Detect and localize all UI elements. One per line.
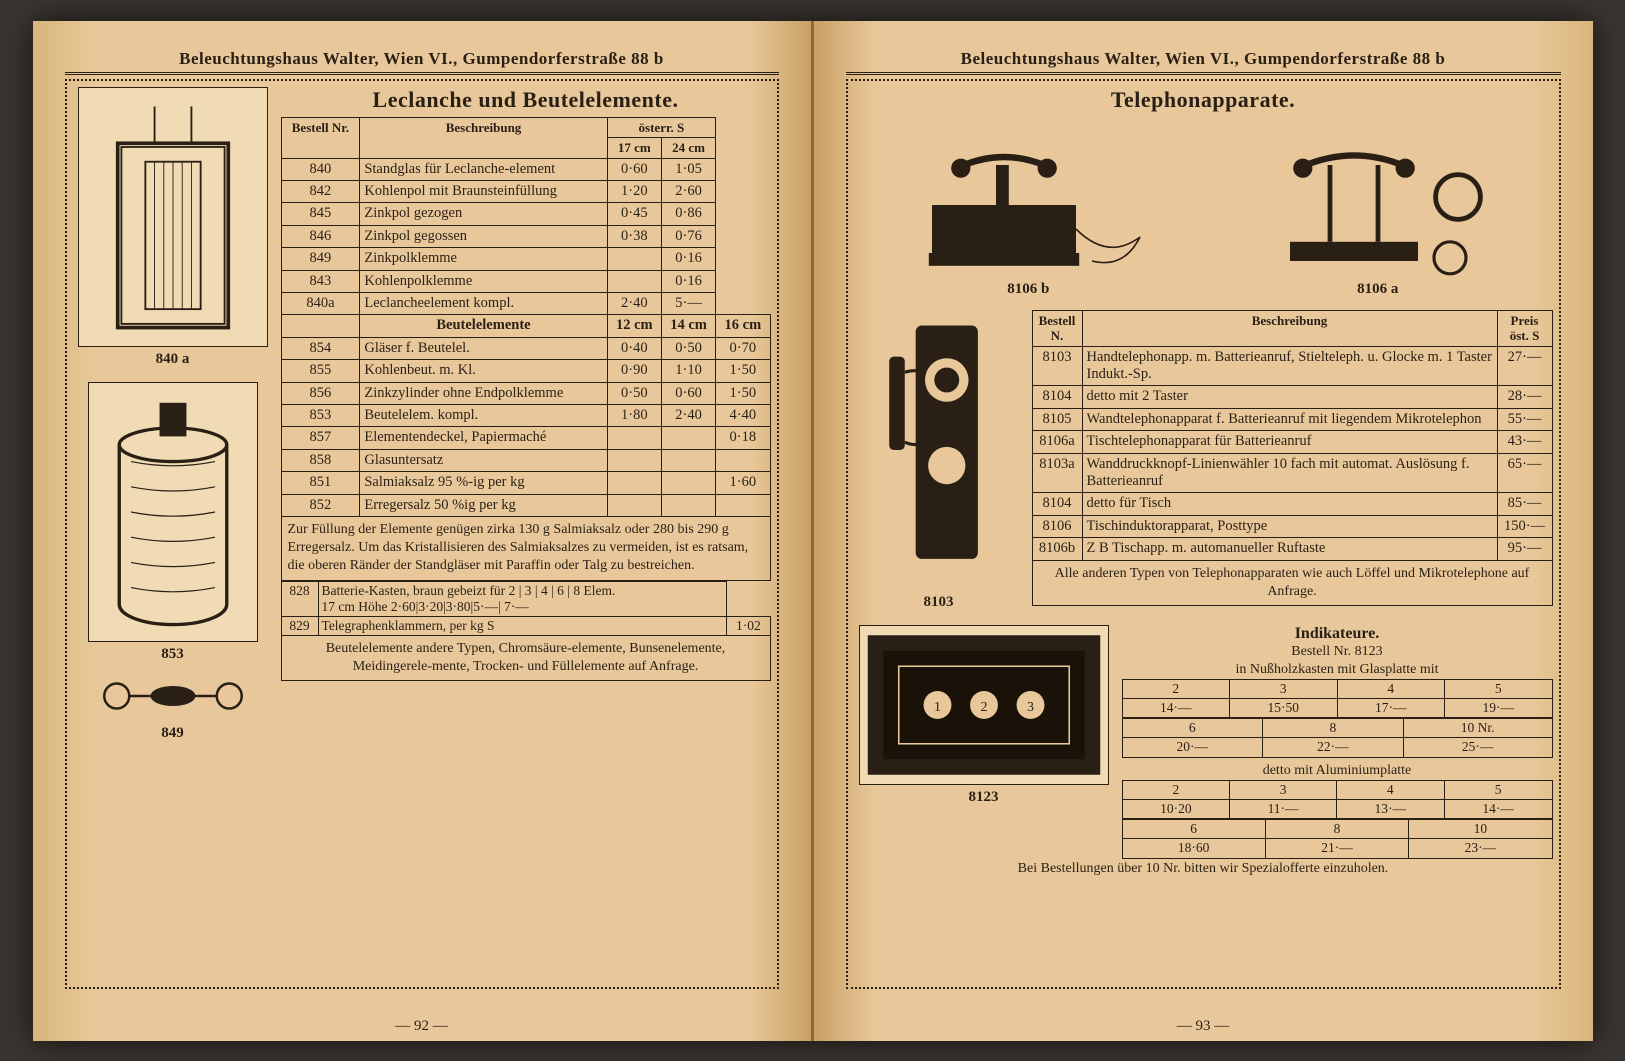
illustration-leclanche-jar — [78, 87, 268, 347]
caption-853: 853 — [161, 646, 184, 663]
th-price-r: Preis öst. S — [1497, 310, 1552, 346]
table-telephones: Bestell N. Beschreibung Preis öst. S 810… — [1032, 310, 1553, 561]
table-row: 8104detto für Tisch85·— — [1032, 493, 1552, 515]
table-row: 857Elementendeckel, Papiermaché0·18 — [281, 427, 770, 449]
left-title: Leclanche und Beutelelemente. — [281, 87, 771, 113]
catalog-spread: Beleuchtungshaus Walter, Wien VI., Gumpe… — [33, 21, 1593, 1041]
right-frame: Telephonapparate. 8106 b 8106 a — [846, 79, 1561, 989]
right-title: Telephonapparate. — [854, 87, 1553, 113]
table-row: 8106Tischinduktorapparat, Posttype150·— — [1032, 515, 1552, 537]
sub-12: 12 cm — [607, 315, 661, 337]
left-frame: 840 a 853 849 Leclanche und Beutelelemen… — [65, 79, 779, 989]
table-row: 858Glasuntersatz — [281, 449, 770, 471]
nr-829: 829 — [281, 616, 318, 635]
svg-text:2: 2 — [980, 700, 987, 715]
bottom-note-left: Beutelelemente andere Typen, Chromsäure-… — [281, 636, 771, 681]
table-row: 8105Wandtelephonapparat f. Batterieanruf… — [1032, 408, 1552, 430]
table-indik-b: 6810 Nr.20·—22·—25·— — [1122, 718, 1553, 757]
ind-sub1: Bestell Nr. 8123 — [1122, 643, 1553, 661]
nr-828: 828 — [281, 581, 318, 616]
th-nr: Bestell Nr. — [281, 117, 360, 158]
th-desc: Beschreibung — [360, 117, 607, 158]
table-row: 849Zinkpolklemme0·16 — [281, 248, 770, 270]
table-row: 840Standglas für Leclanche-element0·601·… — [281, 158, 770, 180]
table-leclanche: Bestell Nr. Beschreibung österr. S 17 cm… — [281, 117, 771, 517]
table-row: 840aLeclancheelement kompl.2·405·— — [281, 293, 770, 315]
cap-8103: 8103 — [924, 594, 954, 611]
th-24: 24 cm — [661, 138, 715, 159]
desc-828: Batterie-Kasten, braun gebeizt für 2 | 3… — [318, 581, 727, 616]
table-indik-d: 681018·6021·—23·— — [1122, 819, 1553, 858]
table-row: 8103aWanddruckknopf-Linienwähler 10 fach… — [1032, 453, 1552, 493]
caption-849: 849 — [161, 725, 184, 742]
cap-8106a: 8106 a — [1238, 281, 1518, 298]
table-row: 8104detto mit 2 Taster28·— — [1032, 386, 1552, 408]
table-row: 853Beutelelem. kompl.1·802·404·40 — [281, 404, 770, 426]
illustration-desk-phone-a — [1238, 117, 1518, 277]
table-row: 845Zinkpol gezogen0·450·86 — [281, 203, 770, 225]
page-no-right: — 93 — — [814, 1018, 1593, 1035]
price-829: 1·02 — [727, 616, 770, 635]
page-right: Beleuchtungshaus Walter, Wien VI., Gumpe… — [813, 21, 1593, 1041]
th-17: 17 cm — [607, 138, 661, 159]
svg-text:1: 1 — [934, 700, 941, 715]
table-row: 846Zinkpol gegossen0·380·76 — [281, 225, 770, 247]
table-row: 854Gläser f. Beutelel.0·400·500·70 — [281, 337, 770, 359]
table-row: 856Zinkzylinder ohne Endpolklemme0·500·6… — [281, 382, 770, 404]
table-indik-a: 234514·—15·5017·—19·— — [1122, 679, 1553, 718]
page-no-left: — 92 — — [33, 1018, 811, 1035]
tel-note: Alle anderen Typen von Telephonapparaten… — [1032, 561, 1553, 606]
sub-14: 14 cm — [661, 315, 715, 337]
ind-sub2: in Nußholzkasten mit Glasplatte mit — [1122, 661, 1553, 679]
illustration-clamp — [98, 671, 248, 721]
ind-alu: detto mit Aluminiumplatte — [1122, 762, 1553, 780]
bottom-note-right: Bei Bestellungen über 10 Nr. bitten wir … — [854, 861, 1553, 877]
cap-8123: 8123 — [969, 789, 999, 806]
table-row: 8106bZ B Tischapp. m. automanueller Ruft… — [1032, 538, 1552, 560]
fill-note: Zur Füllung der Elemente genügen zirka 1… — [281, 517, 771, 581]
table-battery-box: 828 Batterie-Kasten, braun gebeizt für 2… — [281, 581, 771, 637]
th-desc-r: Beschreibung — [1082, 310, 1497, 346]
table-indik-c: 234510·2011·—13·—14·— — [1122, 780, 1553, 819]
illustration-indicator: 1 2 3 — [859, 625, 1109, 785]
table-row: 842Kohlenpol mit Braunsteinfüllung1·202·… — [281, 181, 770, 203]
desc-829: Telegraphenklammern, per kg S — [318, 616, 727, 635]
cap-8106b: 8106 b — [888, 281, 1168, 298]
header-left: Beleuchtungshaus Walter, Wien VI., Gumpe… — [65, 49, 779, 75]
table-row: 855Kohlenbeut. m. Kl.0·901·101·50 — [281, 360, 770, 382]
illustration-desk-phone-b — [888, 117, 1168, 277]
caption-840a: 840 a — [156, 351, 190, 368]
sub-beutel: Beutelelemente — [360, 315, 607, 337]
th-unit: österr. S — [607, 117, 716, 138]
illustration-wall-phone — [874, 310, 1004, 590]
page-left: Beleuchtungshaus Walter, Wien VI., Gumpe… — [33, 21, 813, 1041]
sub-16: 16 cm — [716, 315, 770, 337]
table-row: 843Kohlenpolklemme0·16 — [281, 270, 770, 292]
table-row: 852Erregersalz 50 %ig per kg — [281, 494, 770, 516]
svg-text:3: 3 — [1027, 700, 1034, 715]
table-row: 851Salmiaksalz 95 %-ig per kg1·60 — [281, 472, 770, 494]
ind-title: Indikateure. — [1122, 625, 1553, 643]
table-row: 8103Handtelephonapp. m. Batterieanruf, S… — [1032, 346, 1552, 386]
illustration-beutel-element — [88, 382, 258, 642]
table-row: 8106aTischtelephonapparat für Batteriean… — [1032, 431, 1552, 453]
header-right: Beleuchtungshaus Walter, Wien VI., Gumpe… — [846, 49, 1561, 75]
th-nr-r: Bestell N. — [1032, 310, 1082, 346]
